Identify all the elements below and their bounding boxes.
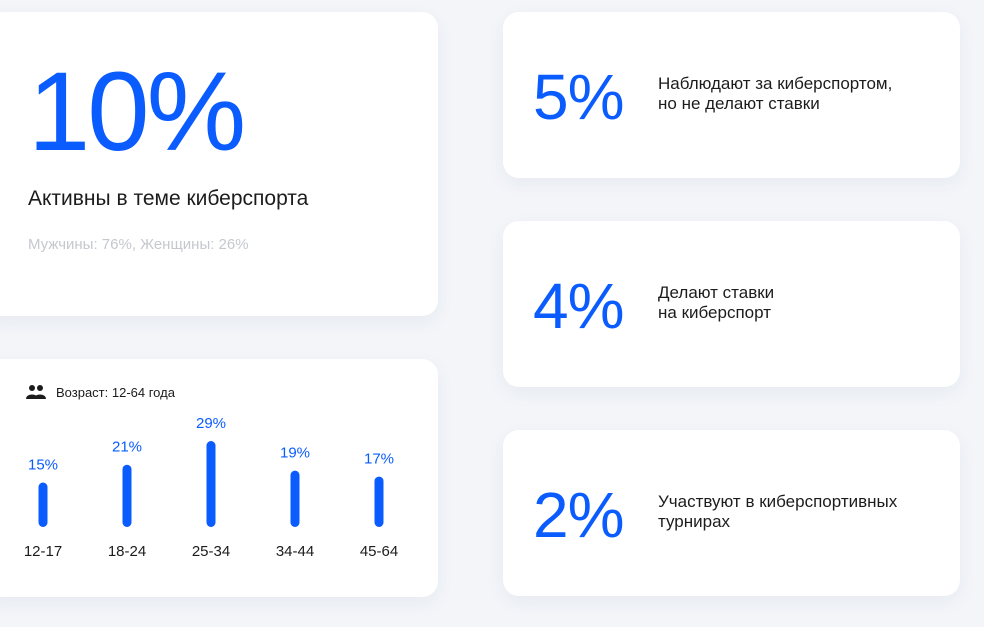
age-bar-34-44 — [290, 470, 300, 527]
stat-percent: 2% — [533, 479, 624, 551]
age-value-label: 29% — [196, 415, 226, 432]
age-category-label: 18-24 — [108, 543, 146, 560]
age-chart-card: Возраст: 12-64 года 15% 12-17 21% 18-24 29% 2… — [0, 359, 438, 597]
stat-description: Участвуют в киберспортивных турнирах — [658, 492, 898, 531]
age-value-label: 17% — [364, 451, 394, 468]
gender-split: Мужчины: 76%, Женщины: 26% — [28, 236, 249, 253]
stat-card-bettors: 4% Делают ставки на киберспорт — [503, 221, 960, 387]
age-bar-12-17 — [38, 482, 48, 527]
age-bar-18-24 — [122, 464, 132, 527]
users-icon — [26, 385, 46, 399]
age-title: Возраст: 12-64 года — [56, 384, 175, 400]
age-value-label: 15% — [28, 457, 58, 474]
age-category-label: 12-17 — [24, 543, 62, 560]
stat-percent: 5% — [533, 61, 624, 133]
age-value-label: 21% — [112, 439, 142, 456]
stat-percent: 4% — [533, 270, 624, 342]
age-header: Возраст: 12-64 года — [26, 384, 175, 400]
age-category-label: 34-44 — [276, 543, 314, 560]
age-category-label: 25-34 — [192, 543, 230, 560]
age-category-label: 45-64 — [360, 543, 398, 560]
age-value-label: 19% — [280, 445, 310, 462]
main-label: Активны в теме киберспорта — [28, 187, 309, 210]
main-stat-card: 10% Активны в теме киберспорта Мужчины: … — [0, 12, 438, 316]
stat-card-players: 2% Участвуют в киберспортивных турнирах — [503, 430, 960, 596]
stat-description: Наблюдают за киберспортом, но не делают … — [658, 74, 893, 113]
age-bar-chart: 15% 12-17 21% 18-24 29% 25-34 19% 34-44 17% 45-64 — [24, 415, 398, 560]
age-bar-45-64 — [374, 476, 384, 527]
main-percent: 10% — [28, 49, 246, 174]
stat-card-watchers: 5% Наблюдают за киберспортом, но не дела… — [503, 12, 960, 178]
stat-description: Делают ставки на киберспорт — [658, 283, 775, 322]
age-bar-25-34 — [206, 441, 216, 527]
